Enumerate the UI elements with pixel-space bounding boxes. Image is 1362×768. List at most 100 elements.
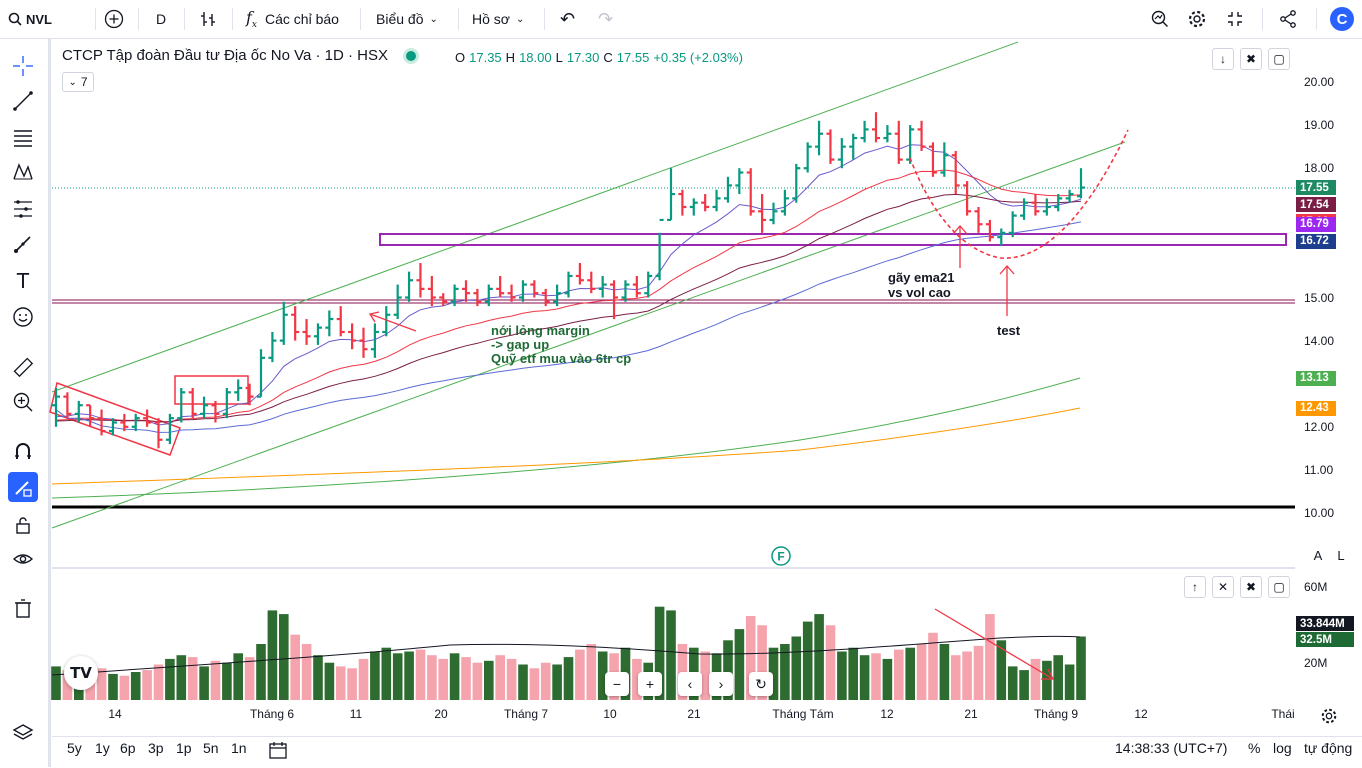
volume-pane-collapse-button[interactable]: ✖ (1240, 576, 1262, 598)
arrow-gap-line (369, 313, 417, 332)
range-button-1p[interactable]: 1p (176, 740, 192, 756)
volume-bar (381, 647, 392, 700)
chart-menu-button[interactable]: Biểu đồ ⌄ (376, 0, 438, 38)
volume-bar (233, 653, 243, 700)
remove-drawings-tool[interactable] (8, 593, 38, 623)
price-bar (348, 323, 357, 350)
lock-tool[interactable] (8, 510, 38, 540)
hide-tool[interactable] (8, 544, 38, 574)
symbol-search-button[interactable]: NVL (8, 0, 52, 38)
tradingview-logo[interactable]: TV (64, 656, 98, 690)
undo-button[interactable]: ↶ (560, 0, 575, 38)
falling-channel-box (49, 382, 181, 456)
stay-in-drawing-mode-tool[interactable] (8, 472, 38, 502)
open-value: 17.35 (469, 50, 502, 65)
brush-tool[interactable] (8, 229, 38, 259)
range-button-1y[interactable]: 1y (95, 740, 110, 756)
text-tool[interactable]: T (8, 266, 38, 296)
price-bar (985, 219, 994, 242)
arrow-gap-head (368, 311, 380, 323)
volume-tag: 32.5M (1296, 632, 1354, 647)
redo-button[interactable]: ↷ (598, 0, 613, 38)
scroll-right-button[interactable]: › (709, 672, 733, 696)
zoom-out-button[interactable]: − (605, 672, 629, 696)
market-status-icon (406, 50, 417, 61)
pattern-tool[interactable] (8, 157, 38, 187)
compare-symbol-button[interactable] (104, 0, 124, 38)
price-bar (97, 409, 106, 436)
fullscreen-button[interactable] (1226, 0, 1244, 38)
fib-tool[interactable] (8, 122, 38, 152)
object-tree-button[interactable] (8, 718, 38, 748)
price-bar (1042, 198, 1051, 216)
trend-line-tool[interactable] (8, 86, 38, 116)
time-axis-label: Tháng Tám (772, 707, 834, 721)
arrow-volume-line (934, 608, 1054, 680)
pencil-lock-icon (15, 481, 32, 497)
search-icon (8, 12, 22, 26)
time-axis-settings-button[interactable] (1320, 707, 1338, 725)
crosshair-tool[interactable] (8, 51, 38, 81)
indicators-button[interactable]: fx Các chỉ báo (246, 0, 339, 38)
scroll-left-button[interactable]: ‹ (678, 672, 702, 696)
time-axis-label: 10 (603, 707, 617, 721)
auto-scale-button[interactable]: A (1307, 544, 1329, 566)
volume-bar (96, 668, 107, 700)
ema-break-annotation[interactable]: gãy ema21 vs vol cao (888, 270, 955, 300)
volume-bar (62, 670, 73, 700)
volume-axis-top: 60M (1304, 580, 1328, 594)
chevron-down-icon: ⌄ (429, 13, 438, 25)
volume-bar (540, 662, 551, 700)
app-logo[interactable]: C (1330, 0, 1354, 38)
range-button-3p[interactable]: 3p (148, 740, 164, 756)
tv-logo-icon: TV (70, 664, 92, 682)
go-to-date-button[interactable] (268, 740, 290, 763)
profile-menu-button[interactable]: Hồ sơ ⌄ (472, 0, 524, 38)
range-button-5n[interactable]: 5n (203, 740, 219, 756)
symbol-label: NVL (26, 11, 52, 27)
share-button[interactable] (1278, 0, 1298, 38)
log-scale-button[interactable]: L (1330, 544, 1352, 566)
magnet-tool[interactable] (8, 436, 38, 466)
emoji-tool[interactable] (8, 302, 38, 332)
quick-search-button[interactable] (1150, 0, 1170, 38)
price-bar (154, 418, 163, 449)
settings-button[interactable] (1187, 0, 1207, 38)
percent-scale-toggle[interactable]: % (1248, 740, 1261, 756)
ma50-line (55, 221, 1082, 433)
price-bar (837, 138, 846, 169)
chart-legend[interactable]: CTCP Tập đoàn Đầu tư Địa ốc No Va · 1D ·… (62, 47, 417, 64)
pane-collapse-button[interactable]: ✖ (1240, 48, 1262, 70)
zoom-tool[interactable] (8, 387, 38, 417)
volume-bar (586, 644, 597, 700)
test-annotation[interactable]: test (997, 323, 1021, 338)
pane-move-down-button[interactable]: ↓ (1212, 48, 1234, 70)
volume-bar (950, 655, 961, 700)
zoom-in-button[interactable]: + (638, 672, 662, 696)
volume-bar (632, 658, 642, 700)
volume-bar (700, 651, 710, 700)
margin-annotation[interactable]: nới lỏng margin -> gap up Quỹ etf mua và… (491, 323, 632, 366)
arrow-down-icon: ↓ (1220, 52, 1226, 66)
auto-scale-toggle[interactable]: tự động (1304, 740, 1353, 756)
range-button-5y[interactable]: 5y (67, 740, 82, 756)
pane-maximize-button[interactable]: ▢ (1268, 48, 1290, 70)
volume-pane-maximize-button[interactable]: ▢ (1268, 576, 1290, 598)
price-tag: 16.79 (1296, 216, 1336, 232)
volume-bar (768, 647, 779, 700)
volume-pane-move-up-button[interactable]: ↑ (1184, 576, 1206, 598)
reset-chart-button[interactable]: ↻ (749, 672, 773, 696)
forecast-tool[interactable] (8, 194, 38, 224)
volume-bar (244, 657, 255, 700)
volume-pane-close-button[interactable]: ✕ (1212, 576, 1234, 598)
range-button-1n[interactable]: 1n (231, 740, 247, 756)
log-scale-toggle[interactable]: log (1273, 740, 1292, 756)
time-axis-label: 20 (434, 707, 448, 721)
indicators-collapse-button[interactable]: ⌄ 7 (62, 72, 94, 92)
interval-button[interactable]: D (156, 11, 167, 27)
bar-style-button[interactable] (198, 0, 218, 38)
timezone-clock[interactable]: 14:38:33 (UTC+7) (1115, 740, 1228, 756)
range-button-6p[interactable]: 6p (120, 740, 136, 756)
measure-tool[interactable] (8, 352, 38, 382)
